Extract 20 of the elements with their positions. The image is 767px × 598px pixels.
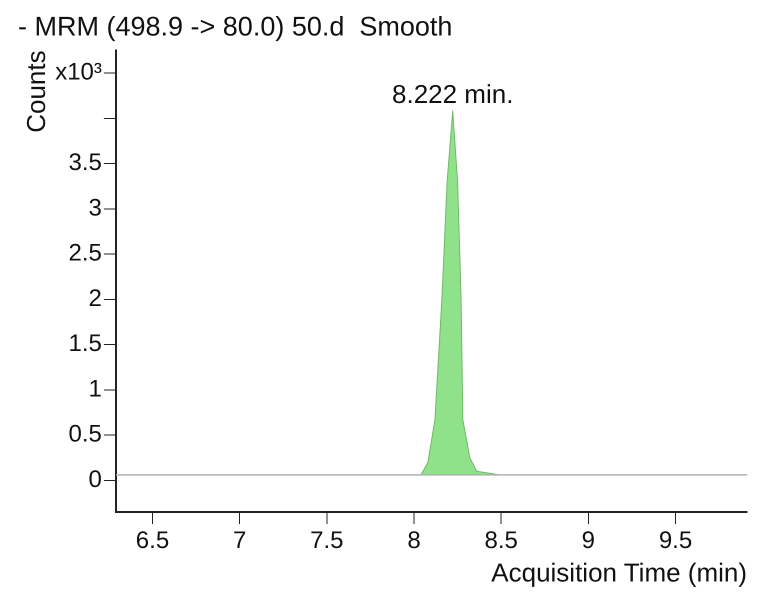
y-tick-label: x10³ (55, 58, 102, 86)
y-tick-label: 1.5 (68, 330, 102, 358)
y-tick-label: 2 (88, 284, 102, 312)
x-axis-title: Acquisition Time (min) (491, 558, 747, 588)
y-tick-label: 2.5 (68, 240, 102, 267)
x-tick-label: 7 (232, 527, 246, 554)
chart-title: - MRM (498.9 -> 80.0) 50.d Smooth (18, 12, 452, 42)
x-tick-label: 9.5 (658, 527, 692, 554)
y-tick-label: 0.5 (68, 420, 102, 448)
y-tick-label: 3.5 (68, 149, 102, 176)
x-tick-label: 6.5 (136, 527, 170, 554)
x-tick-label: 9 (582, 527, 596, 554)
x-tick-label: 7.5 (310, 527, 344, 554)
x-tick-label: 8.5 (484, 527, 518, 554)
annotation: 8.222 min. (392, 79, 514, 110)
y-tick-label: 1 (88, 375, 102, 402)
y-tick-label: 0 (88, 466, 102, 493)
y-axis-title: Counts (20, 50, 51, 133)
y-tick-label: 3 (88, 194, 102, 222)
x-tick-label: 8 (407, 527, 421, 554)
